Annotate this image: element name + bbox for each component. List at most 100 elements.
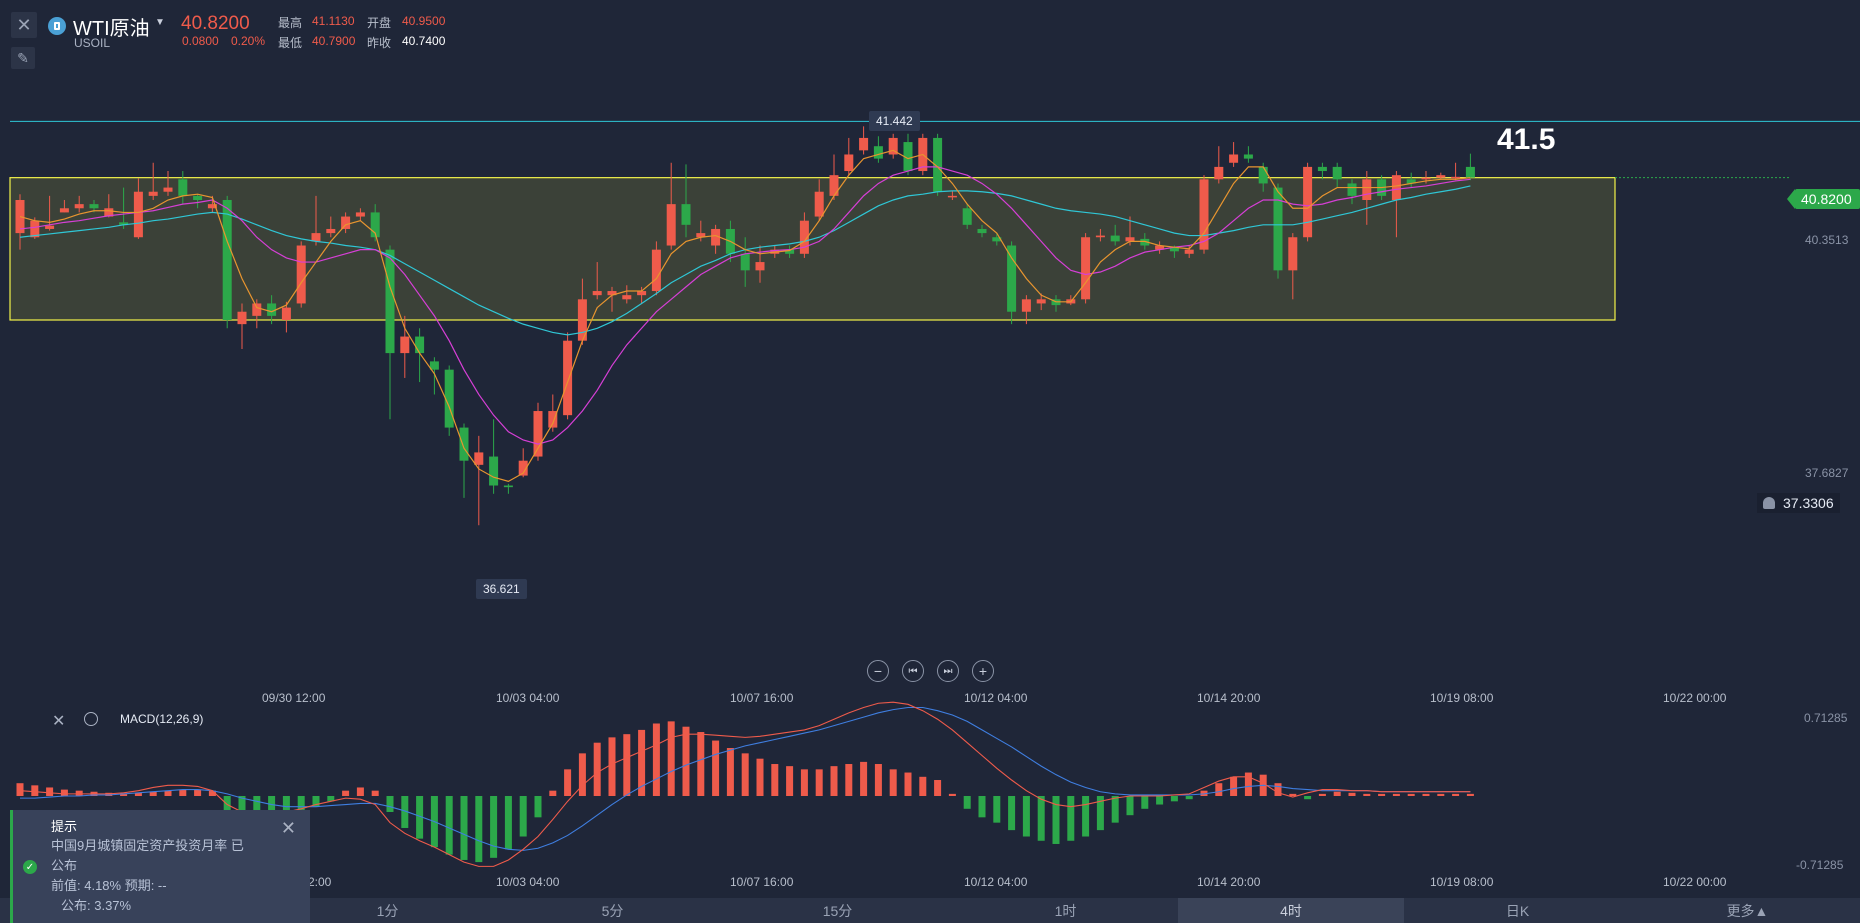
candle-body xyxy=(193,195,203,200)
macd-bar xyxy=(756,758,764,796)
macd-bar xyxy=(860,761,868,796)
macd-bar xyxy=(608,737,616,796)
macd-bar xyxy=(667,721,675,796)
low-value: 40.7900 xyxy=(312,34,356,48)
macd-bar xyxy=(149,791,157,796)
high-label: 最高 xyxy=(278,16,303,30)
level-label[interactable]: 41.5 xyxy=(1497,123,1556,156)
close-indicator-icon[interactable]: ✕ xyxy=(52,713,66,730)
x-tick-label: 10/03 04:00 xyxy=(496,691,560,705)
macd-bar xyxy=(697,732,705,796)
candle-body xyxy=(252,303,262,316)
candle-body xyxy=(281,307,291,320)
macd-bar xyxy=(460,796,468,860)
tab-4h[interactable]: 4时 xyxy=(1178,898,1404,923)
zoom-in-icon[interactable]: + xyxy=(972,660,994,682)
macd-bar xyxy=(164,790,172,796)
candle-body xyxy=(326,228,336,234)
candle-body xyxy=(696,233,706,238)
notice-line: 前值: 4.18% 预期: -- xyxy=(51,878,167,893)
macd-bar xyxy=(1111,796,1119,823)
price-change-pct: 0.20% xyxy=(231,34,266,48)
candle-body xyxy=(503,485,513,488)
candle-body xyxy=(1184,249,1194,254)
tab-5min[interactable]: 5分 xyxy=(601,902,624,919)
price-change: 0.0800 xyxy=(182,34,219,48)
macd-bar xyxy=(490,796,498,858)
macd-bar xyxy=(1333,791,1341,796)
candle-body xyxy=(1451,176,1461,179)
x-tick-label: 10/12 04:00 xyxy=(964,691,1028,705)
macd-bar xyxy=(1096,796,1104,831)
macd-bar xyxy=(1008,796,1016,831)
macd-bar xyxy=(652,723,660,796)
candle-body xyxy=(1288,237,1298,271)
macd-bar xyxy=(1304,796,1312,800)
macd-bar xyxy=(356,787,364,796)
candle-body xyxy=(1081,237,1091,300)
macd-bar xyxy=(934,780,942,796)
candle-body xyxy=(267,303,277,316)
candle-body xyxy=(119,222,129,225)
symbol-name[interactable]: WTI原油 xyxy=(73,18,150,40)
candle-body xyxy=(59,208,69,213)
macd-bar xyxy=(475,796,483,863)
x-tick-label: 10/12 04:00 xyxy=(964,875,1028,889)
candle-body xyxy=(1347,183,1357,196)
tab-more[interactable]: 更多▲ xyxy=(1726,902,1769,919)
tab-1h[interactable]: 1时 xyxy=(1054,902,1077,919)
candle-body xyxy=(548,411,558,428)
close-icon[interactable]: ✕ xyxy=(11,12,37,38)
candle-body xyxy=(962,208,972,225)
candle-body xyxy=(740,253,750,271)
macd-bar xyxy=(208,790,216,796)
jump-start-icon[interactable]: ⏮ xyxy=(902,660,924,682)
macd-bar xyxy=(978,796,986,818)
candle-body xyxy=(1258,166,1268,184)
open-label: 开盘 xyxy=(367,16,392,30)
candle-body xyxy=(133,191,143,238)
candle-body xyxy=(148,191,158,196)
high-value: 41.1130 xyxy=(312,14,355,28)
candle-body xyxy=(1465,166,1475,178)
symbol-code: USOIL xyxy=(74,36,111,50)
chevron-down-icon[interactable]: ▼ xyxy=(155,17,165,28)
macd-bar xyxy=(1378,793,1386,796)
close-icon[interactable]: ✕ xyxy=(280,818,296,838)
candle-body xyxy=(45,225,55,229)
candle-body xyxy=(355,212,365,217)
candle-body xyxy=(607,291,617,296)
draw-tool-icon[interactable]: ✎ xyxy=(11,47,35,69)
macd-bar xyxy=(238,796,246,818)
price-alert[interactable]: 37.3306 xyxy=(1757,493,1840,513)
macd-bar xyxy=(1244,772,1252,796)
candle-body xyxy=(873,146,883,159)
macd-bar xyxy=(1318,793,1326,796)
jump-end-icon[interactable]: ⏭ xyxy=(937,660,959,682)
macd-bar xyxy=(1037,796,1045,841)
macd-bar xyxy=(31,785,39,796)
settings-icon[interactable] xyxy=(84,712,98,726)
tab-15min[interactable]: 15分 xyxy=(822,902,853,919)
tab-1min[interactable]: 1分 xyxy=(376,902,399,919)
prev-close-label: 昨收 xyxy=(367,36,392,50)
macd-bar xyxy=(416,796,424,839)
x-tick-label: 10/03 04:00 xyxy=(496,875,560,889)
macd-bar xyxy=(845,764,853,796)
candle-body xyxy=(89,204,99,209)
ma-fast-line xyxy=(19,149,1471,483)
macd-bar xyxy=(830,766,838,796)
notification-toast[interactable]: 提示 ✕ ✓ 中国9月城镇固定资产投资月率 已 公布 前值: 4.18% 预期:… xyxy=(10,810,310,923)
candle-body xyxy=(592,291,602,296)
candle-body xyxy=(1110,235,1120,242)
zoom-out-icon[interactable]: − xyxy=(867,660,889,682)
x-tick-label: 10/14 20:00 xyxy=(1197,875,1261,889)
macd-bar xyxy=(268,796,276,820)
candle-body xyxy=(1214,166,1224,180)
candle-body xyxy=(933,137,943,192)
tab-daily[interactable]: 日K xyxy=(1505,902,1530,919)
macd-bar xyxy=(1185,796,1193,800)
candle-body xyxy=(992,237,1002,242)
candle-body xyxy=(296,245,306,304)
